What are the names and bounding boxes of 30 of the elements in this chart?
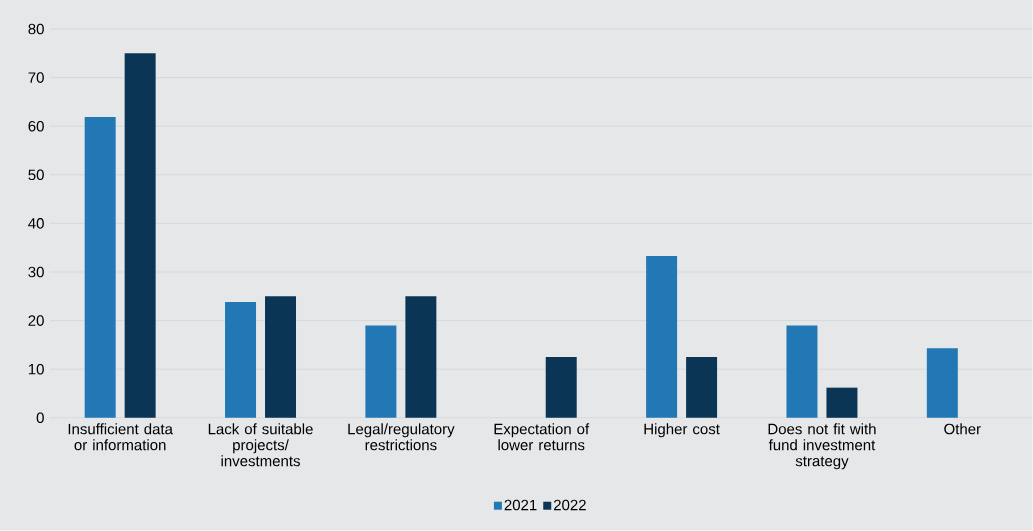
x-tick-label: Legal/regulatory restrictions	[348, 423, 455, 451]
y-tick-label: 20	[28, 315, 44, 327]
bar	[124, 53, 156, 418]
x-tick-label: Other	[944, 423, 981, 435]
y-tick-label: 40	[28, 218, 44, 229]
y-tick-label: 50	[28, 169, 44, 181]
bar	[545, 357, 577, 418]
legend-label: 2021	[504, 499, 537, 511]
y-tick-label: 60	[28, 121, 44, 132]
y-tick-label: 80	[28, 23, 44, 35]
bar	[84, 117, 116, 418]
x-tick-label: Lack of suitable projects/ investments	[208, 423, 313, 467]
x-tick-label: Does not fit with fund investment strategy	[768, 423, 876, 470]
legend-label: 2022	[553, 499, 586, 511]
bar	[926, 348, 958, 418]
y-tick-label: 10	[28, 364, 44, 375]
y-tick-label: 30	[28, 266, 44, 278]
bar	[826, 387, 858, 418]
y-tick-label: 70	[28, 72, 44, 84]
x-tick-label: Insufficient data or information	[68, 423, 173, 451]
x-tick-label: Higher cost	[644, 423, 720, 438]
x-tick-label: Expectation of lower returns	[494, 423, 590, 451]
bar	[405, 296, 437, 418]
y-tick-label: 0	[36, 412, 44, 424]
bar	[365, 325, 397, 418]
bar	[265, 296, 297, 418]
bar	[646, 256, 678, 418]
bar	[686, 357, 718, 418]
bar	[225, 302, 257, 418]
bar	[786, 325, 818, 418]
